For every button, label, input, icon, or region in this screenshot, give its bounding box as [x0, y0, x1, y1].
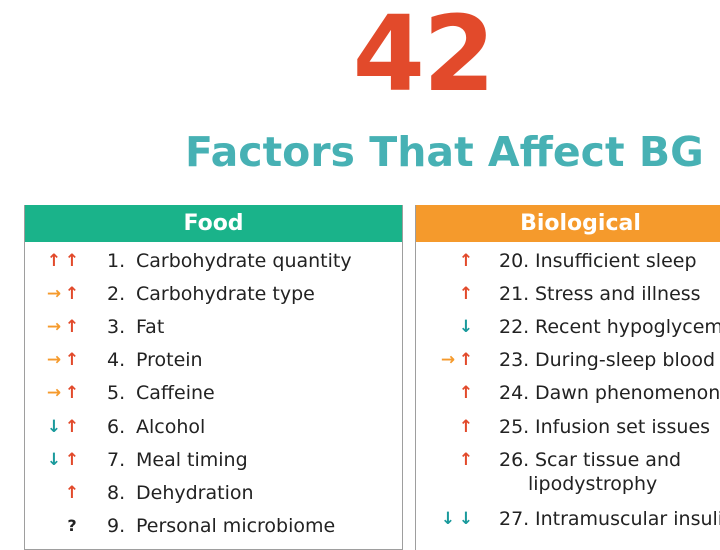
factor-label: Protein [136, 349, 203, 371]
factor-label: Scar tissue and [535, 449, 682, 471]
arrow-up-icon: ↑ [64, 284, 80, 304]
effect-arrows: → ↑ [45, 282, 93, 306]
effect-arrows: ↑ [439, 282, 487, 306]
arrow-right-icon: → [46, 317, 62, 337]
effect-arrows: → ↑ [439, 348, 487, 372]
effect-arrows: → ↑ [45, 381, 93, 405]
factor-label: Dehydration [136, 482, 254, 504]
factor-number: 26. [499, 449, 530, 471]
arrow-down-icon: ↓ [46, 450, 62, 470]
arrow-up-icon: ↑ [458, 383, 474, 403]
factor-number: 3. [107, 316, 126, 338]
arrow-up-icon: ↑ [64, 417, 80, 437]
effect-arrows: ↓ ↓ [439, 507, 487, 531]
effect-arrows: → ↑ [45, 315, 93, 339]
factor-label: Personal microbiome [136, 515, 336, 537]
arrow-down-icon: ↓ [458, 509, 474, 529]
arrow-down-icon: ↓ [458, 317, 474, 337]
factor-label: Infusion set issues [535, 416, 711, 438]
page-subtitle: Factors That Affect BG [185, 128, 704, 176]
factor-number: 6. [107, 416, 126, 438]
effect-arrows: ↑ [45, 481, 93, 505]
factor-number: 22. [499, 316, 530, 338]
factor-label: Recent hypoglycemia [535, 316, 720, 338]
factor-number: 23. [499, 349, 530, 371]
factor-number: 9. [107, 515, 126, 537]
factor-label: Alcohol [136, 416, 206, 438]
effect-arrows: ↑ [439, 415, 487, 439]
effect-arrows: ? [45, 514, 93, 538]
unknown-effect-icon: ? [67, 516, 77, 535]
arrow-up-icon: ↑ [458, 284, 474, 304]
arrow-up-icon: ↑ [64, 383, 80, 403]
effect-arrows: ↑ ↑ [45, 249, 93, 273]
factor-label: Meal timing [136, 449, 248, 471]
effect-arrows: ↑ [439, 249, 487, 273]
factor-number: 7. [107, 449, 126, 471]
factor-number: 1. [107, 250, 126, 272]
big-number-42: 42 [352, 0, 496, 115]
effect-arrows: ↑ [439, 448, 487, 472]
biological-panel: Biological ↑ 20. Insufficient sleep ↑ 21. Str… [415, 205, 720, 550]
arrow-up-icon: ↑ [458, 417, 474, 437]
effect-arrows: → ↑ [45, 348, 93, 372]
arrow-up-icon: ↑ [64, 450, 80, 470]
arrow-up-icon: ↑ [458, 450, 474, 470]
factor-label: Carbohydrate type [136, 283, 315, 305]
biological-header: Biological [416, 205, 720, 242]
factor-label: Intramuscular insulin [535, 508, 720, 530]
factor-number: 8. [107, 482, 126, 504]
arrow-right-icon: → [440, 350, 456, 370]
factor-number: 20. [499, 250, 530, 272]
factor-number: 24. [499, 382, 530, 404]
factor-label: Insufficient sleep [535, 250, 697, 272]
arrow-up-icon: ↑ [64, 251, 80, 271]
factor-label-continued: lipodystrophy [528, 473, 658, 495]
factor-number: 27. [499, 508, 530, 530]
arrow-down-icon: ↓ [46, 417, 62, 437]
arrow-right-icon: → [46, 350, 62, 370]
factor-number: 21. [499, 283, 530, 305]
factor-number: 25. [499, 416, 530, 438]
factor-label: Carbohydrate quantity [136, 250, 352, 272]
arrow-right-icon: → [46, 383, 62, 403]
arrow-up-icon: ↑ [458, 251, 474, 271]
factor-label: Stress and illness [535, 283, 701, 305]
factor-label: Caffeine [136, 382, 215, 404]
effect-arrows: ↑ [439, 381, 487, 405]
arrow-right-icon: → [46, 284, 62, 304]
arrow-up-icon: ↑ [64, 350, 80, 370]
effect-arrows: ↓ ↑ [45, 415, 93, 439]
factor-label: Fat [136, 316, 165, 338]
food-header: Food [25, 205, 402, 242]
factor-number: 4. [107, 349, 126, 371]
effect-arrows: ↓ ↑ [45, 448, 93, 472]
arrow-down-icon: ↓ [440, 509, 456, 529]
arrow-up-icon: ↑ [64, 317, 80, 337]
effect-arrows: ↓ [439, 315, 487, 339]
arrow-up-icon: ↑ [458, 350, 474, 370]
arrow-up-icon: ↑ [64, 483, 80, 503]
factor-label: During-sleep blood [535, 349, 716, 371]
factor-number: 2. [107, 283, 126, 305]
factor-number: 5. [107, 382, 126, 404]
arrow-up-icon: ↑ [46, 251, 62, 271]
food-panel: Food ↑ ↑ 1. Carbohydrate quantity → ↑ 2. Carboh… [24, 205, 403, 550]
factor-label: Dawn phenomenon [535, 382, 720, 404]
